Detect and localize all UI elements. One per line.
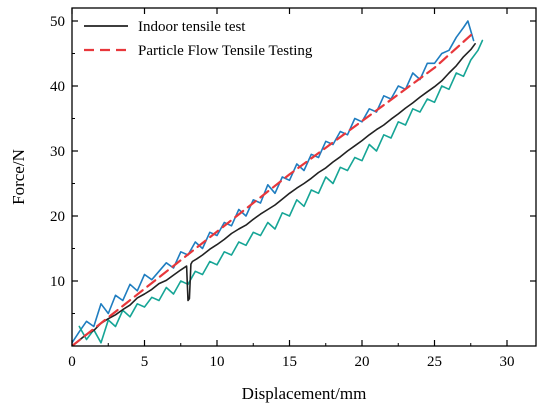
plot-frame	[71, 7, 537, 347]
series-line-1	[75, 42, 476, 344]
y-tick-label: 50	[50, 14, 65, 30]
x-tick-label: 25	[427, 354, 442, 370]
axis-ticks: 0 5 10 15 20 25 30 10 20 30 40 50	[50, 8, 536, 370]
series-line-2	[72, 31, 475, 346]
series-layer	[72, 20, 484, 346]
legend-label: Particle Flow Tensile Testing	[138, 43, 313, 59]
x-tick-label: 0	[68, 354, 76, 370]
legend: Indoor tensile test Particle Flow Tensile…	[84, 19, 313, 59]
x-tick-label: 10	[210, 354, 225, 370]
x-tick-label: 30	[500, 354, 515, 370]
x-tick-label: 20	[355, 354, 370, 370]
y-tick-label: 20	[50, 209, 65, 225]
x-axis-title: Displacement/mm	[242, 384, 367, 403]
x-tick-label: 15	[282, 354, 297, 370]
legend-label: Indoor tensile test	[138, 19, 246, 35]
y-tick-label: 10	[50, 274, 65, 290]
y-tick-label: 40	[50, 79, 65, 95]
y-tick-label: 30	[50, 144, 65, 160]
series-line-3	[72, 20, 475, 344]
series-line-4	[78, 39, 484, 344]
x-tick-label: 5	[141, 354, 149, 370]
y-axis-title: Force/N	[9, 149, 28, 205]
plot-border	[71, 7, 537, 347]
